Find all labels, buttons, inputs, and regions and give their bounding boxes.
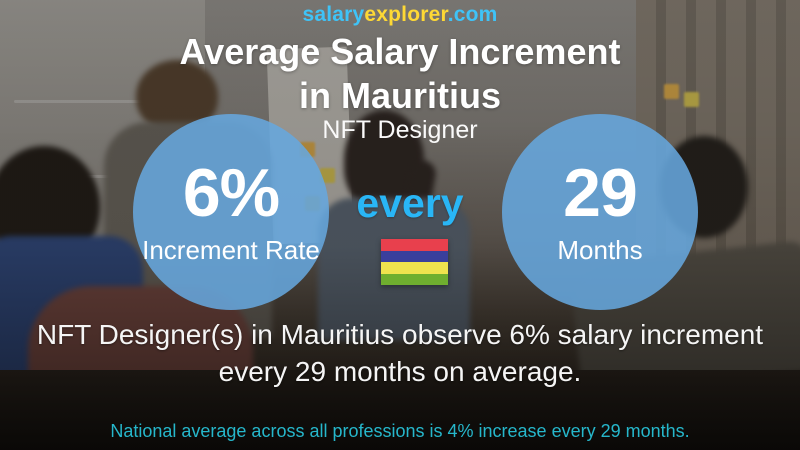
every-connector: every bbox=[356, 180, 464, 226]
increment-rate-circle: 6% Increment Rate bbox=[133, 114, 329, 310]
summary-line2: every 29 months on average. bbox=[218, 355, 582, 387]
page-title-line2: in Mauritius bbox=[298, 74, 501, 116]
brand-wordmark: salaryexplorer.com bbox=[0, 3, 800, 27]
page-title-line1: Average Salary Increment bbox=[179, 31, 621, 72]
increment-rate-value: 6% bbox=[182, 154, 280, 231]
mauritius-flag-icon bbox=[381, 239, 448, 285]
brand-domain: .com bbox=[447, 3, 498, 26]
brand-explorer: explorer bbox=[364, 3, 448, 26]
flag-stripe-yellow bbox=[381, 262, 448, 274]
months-label: Months bbox=[557, 234, 643, 265]
brand-salary: salary bbox=[302, 3, 365, 26]
flag-stripe-blue bbox=[381, 250, 448, 262]
page-title: Average Salary Increment in Mauritius bbox=[0, 30, 800, 118]
months-value: 29 bbox=[563, 154, 638, 231]
increment-rate-label: Increment Rate bbox=[142, 234, 320, 265]
summary-text: NFT Designer(s) in Mauritius observe 6% … bbox=[0, 317, 800, 391]
flag-stripe-green bbox=[381, 273, 448, 285]
national-average-note: National average across all professions … bbox=[110, 421, 690, 441]
job-title-subtitle: NFT Designer bbox=[322, 116, 478, 144]
months-circle: 29 Months bbox=[502, 114, 698, 310]
summary-line1: NFT Designer(s) in Mauritius observe 6% … bbox=[36, 319, 764, 350]
flag-stripe-red bbox=[381, 239, 448, 251]
